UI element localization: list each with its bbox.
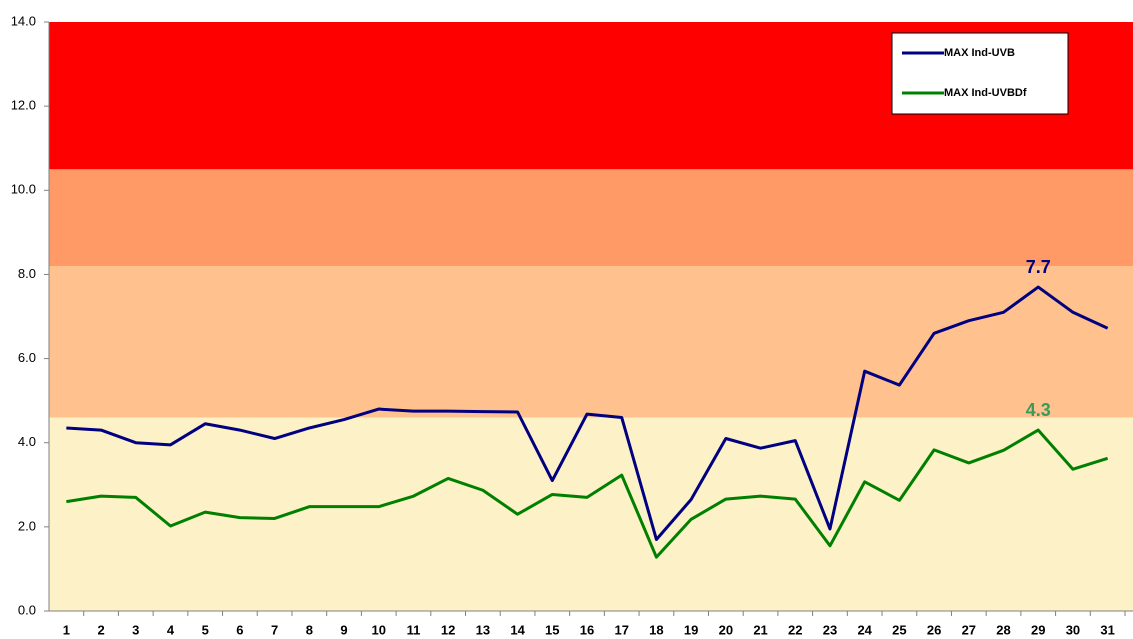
value-label: 4.3 (1026, 400, 1051, 420)
x-tick-label: 29 (1031, 622, 1045, 637)
x-tick-label: 2 (97, 622, 104, 637)
x-tick-label: 12 (441, 622, 455, 637)
y-tick-label: 2.0 (18, 518, 36, 533)
x-tick-label: 17 (614, 622, 628, 637)
x-tick-label: 20 (719, 622, 733, 637)
legend-label: MAX Ind-UVB (944, 47, 1015, 59)
x-tick-label: 24 (857, 622, 872, 637)
series-line (66, 285, 1109, 541)
x-tick-label: 19 (684, 622, 698, 637)
x-tick-label: 22 (788, 622, 802, 637)
legend-label: MAX Ind-UVBDf (944, 87, 1027, 99)
series-line (66, 428, 1109, 559)
x-tick-label: 15 (545, 622, 559, 637)
risk-band (49, 417, 1133, 611)
x-tick-label: 23 (823, 622, 837, 637)
y-tick-label: 8.0 (18, 266, 36, 281)
x-tick-label: 10 (372, 622, 386, 637)
x-tick-label: 30 (1066, 622, 1080, 637)
x-tick-label: 4 (167, 622, 175, 637)
x-tick-label: 25 (892, 622, 906, 637)
x-tick-label: 13 (476, 622, 490, 637)
x-tick-label: 7 (271, 622, 278, 637)
x-tick-label: 27 (962, 622, 976, 637)
x-tick-label: 28 (996, 622, 1010, 637)
value-label: 7.7 (1026, 257, 1051, 277)
x-tick-label: 31 (1100, 622, 1114, 637)
x-tick-label: 9 (340, 622, 347, 637)
x-tick-label: 1 (63, 622, 70, 637)
risk-band (49, 266, 1133, 418)
y-tick-label: 4.0 (18, 434, 36, 449)
x-tick-label: 18 (649, 622, 663, 637)
x-tick-label: 8 (306, 622, 313, 637)
x-tick-label: 16 (580, 622, 594, 637)
x-tick-label: 3 (132, 622, 139, 637)
y-tick-label: 10.0 (11, 182, 36, 197)
x-tick-label: 26 (927, 622, 941, 637)
risk-band (49, 169, 1133, 267)
y-tick-label: 6.0 (18, 350, 36, 365)
y-tick-label: 14.0 (11, 13, 36, 28)
legend-box (891, 32, 1069, 115)
x-tick-label: 6 (236, 622, 243, 637)
x-tick-label: 5 (202, 622, 209, 637)
x-tick-label: 21 (753, 622, 767, 637)
y-tick-label: 12.0 (11, 98, 36, 113)
x-tick-label: 11 (407, 622, 421, 637)
x-tick-label: 14 (510, 622, 525, 637)
y-tick-label: 0.0 (18, 602, 36, 617)
